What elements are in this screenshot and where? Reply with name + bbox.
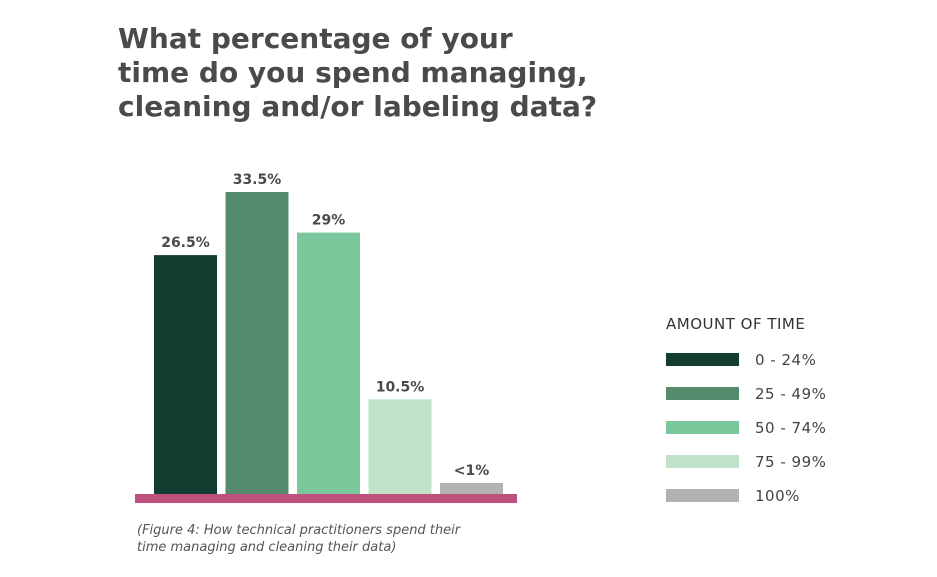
data-label-5: <1%: [454, 463, 490, 479]
chart-title-line-3: cleaning and/or labeling data?: [118, 90, 598, 123]
legend-label: 0 - 24%: [755, 350, 817, 369]
legend-label: 50 - 74%: [755, 418, 827, 437]
legend-label: 75 - 99%: [755, 452, 827, 471]
bar-3: [297, 232, 360, 494]
bar-5: [440, 483, 503, 494]
legend-swatch: [666, 489, 739, 502]
legend-item-75-99: 75 - 99%: [666, 452, 906, 471]
chart-legend: AMOUNT OF TIME 0 - 24% 25 - 49% 50 - 74%…: [666, 314, 906, 521]
data-label-3: 29%: [312, 213, 346, 229]
chart-title-line-2: time do you spend managing,: [118, 56, 588, 89]
legend-item-100: 100%: [666, 486, 906, 505]
chart-title: What percentage of your time do you spen…: [118, 22, 598, 124]
legend-title: AMOUNT OF TIME: [666, 315, 806, 333]
figure-caption: (Figure 4: How technical practitioners s…: [137, 522, 537, 556]
bars-group: [154, 192, 503, 494]
legend-label: 25 - 49%: [755, 384, 827, 403]
caption-line-1: (Figure 4: How technical practitioners s…: [137, 523, 461, 538]
chart-title-line-1: What percentage of your: [118, 22, 513, 55]
bar-1: [154, 255, 217, 494]
data-label-1: 26.5%: [161, 235, 210, 251]
legend-item-25-49: 25 - 49%: [666, 384, 906, 403]
caption-line-2: time managing and cleaning their data): [137, 540, 397, 555]
bar-4: [368, 399, 432, 494]
legend-swatch: [666, 387, 739, 400]
data-labels-group: 26.5% 33.5% 29% 10.5% <1%: [161, 172, 489, 479]
chart-baseline: [135, 494, 517, 503]
bar-2: [225, 192, 289, 494]
legend-swatch: [666, 353, 739, 366]
data-label-2: 33.5%: [233, 172, 282, 188]
legend-swatch: [666, 455, 739, 468]
legend-swatch: [666, 421, 739, 434]
legend-label: 100%: [755, 486, 800, 505]
legend-item-0-24: 0 - 24%: [666, 350, 906, 369]
data-label-4: 10.5%: [376, 379, 425, 395]
legend-item-50-74: 50 - 74%: [666, 418, 906, 437]
